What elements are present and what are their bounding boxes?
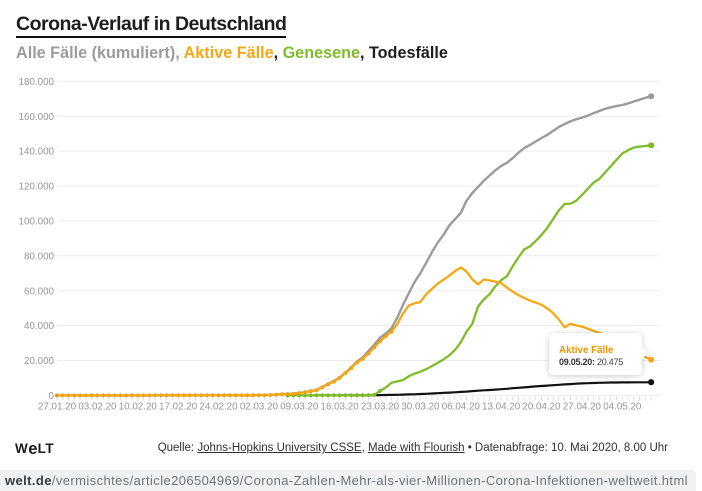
svg-text:27.01.20: 27.01.20 — [38, 402, 77, 413]
svg-text:13.04.20: 13.04.20 — [482, 402, 521, 413]
svg-text:120.000: 120.000 — [19, 182, 55, 193]
svg-text:24.02.20: 24.02.20 — [199, 402, 238, 413]
svg-text:06.04.20: 06.04.20 — [442, 402, 481, 413]
svg-text:20.000: 20.000 — [24, 356, 55, 367]
svg-text:20.04.20: 20.04.20 — [522, 402, 561, 413]
svg-text:27.04.20: 27.04.20 — [563, 402, 602, 413]
svg-text:09.03.20: 09.03.20 — [280, 402, 319, 413]
svg-text:60.000: 60.000 — [24, 286, 55, 297]
svg-text:16.03.20: 16.03.20 — [321, 402, 360, 413]
svg-text:140.000: 140.000 — [19, 147, 55, 158]
svg-text:0: 0 — [49, 391, 55, 402]
svg-text:180.000: 180.000 — [19, 77, 55, 88]
svg-text:100.000: 100.000 — [19, 217, 55, 228]
svg-text:17.02.20: 17.02.20 — [159, 402, 198, 413]
svg-text:23.03.20: 23.03.20 — [361, 402, 400, 413]
svg-text:80.000: 80.000 — [24, 251, 55, 262]
svg-text:40.000: 40.000 — [24, 321, 55, 332]
svg-text:10.02.20: 10.02.20 — [119, 402, 158, 413]
svg-text:02.03.20: 02.03.20 — [240, 402, 279, 413]
svg-text:30.03.20: 30.03.20 — [401, 402, 440, 413]
svg-text:03.02.20: 03.02.20 — [78, 402, 117, 413]
svg-text:160.000: 160.000 — [19, 112, 55, 123]
svg-text:04.05.20: 04.05.20 — [603, 402, 642, 413]
